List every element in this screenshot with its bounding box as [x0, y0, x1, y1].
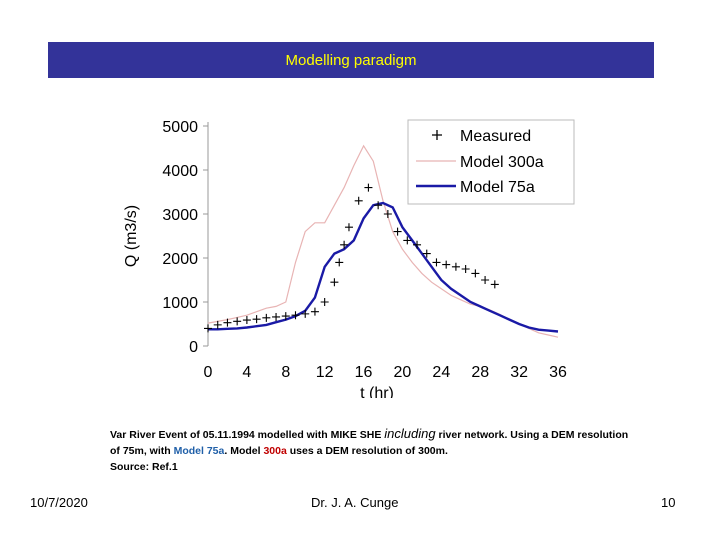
measured-point [213, 320, 222, 329]
caption-text-3: . Model [224, 445, 264, 457]
caption-text-4: uses a DEM resolution of 300m. [286, 445, 448, 457]
caption-source: Source: Ref.1 [110, 461, 178, 473]
x-tick-label: 36 [549, 364, 567, 381]
x-tick-label: 0 [204, 364, 213, 381]
caption-model-300a: 300a [263, 445, 287, 457]
slide-title-bar: Modelling paradigm [48, 42, 654, 78]
measured-point [461, 265, 470, 273]
measured-point [242, 316, 251, 325]
x-tick-label: 8 [281, 364, 290, 381]
measured-point [281, 312, 290, 321]
measured-point [262, 313, 271, 322]
footer-page-number: 10 [661, 495, 676, 510]
measured-point [330, 278, 339, 287]
measured-point [272, 312, 281, 321]
legend-marker-measured [432, 130, 442, 140]
measured-point [490, 280, 499, 289]
x-tick-label: 4 [242, 364, 251, 381]
y-tick-label: 1000 [162, 295, 198, 312]
legend-label-model-75a: Model 75a [460, 179, 535, 196]
measured-point [340, 240, 349, 249]
measured-point [320, 298, 329, 306]
y-tick-label: 2000 [162, 251, 198, 268]
measured-point [354, 196, 363, 205]
measured-point [422, 249, 431, 258]
y-tick-label: 5000 [162, 119, 198, 136]
caption-emphasis: including [384, 426, 436, 441]
measured-point [364, 183, 373, 192]
x-axis-label: t (hr) [360, 385, 394, 398]
measured-point [481, 276, 490, 284]
measured-point [442, 260, 451, 269]
measured-point [383, 210, 392, 218]
caption-text-2: river network. Using a DEM resolution of… [110, 429, 629, 457]
legend-label-measured: Measured [460, 128, 531, 145]
caption-text-1: Var River Event of 05.11.1994 modelled w… [110, 429, 385, 441]
legend-box [407, 119, 575, 205]
x-tick-label: 20 [394, 364, 412, 381]
x-tick-label: 12 [316, 364, 334, 381]
y-tick-label: 4000 [162, 163, 198, 180]
measured-point [233, 317, 242, 326]
caption-model-75a: Model 75a [173, 445, 225, 457]
series-line-model-75a [208, 201, 559, 333]
measured-point [291, 311, 300, 320]
y-tick-label: 0 [189, 339, 198, 356]
measured-point [471, 269, 480, 278]
measured-point [335, 258, 344, 267]
measured-point [204, 324, 212, 333]
measured-point [451, 262, 460, 271]
x-tick-label: 28 [471, 364, 489, 381]
measured-point [393, 227, 402, 236]
measured-point [374, 201, 383, 210]
measured-point [223, 318, 232, 327]
hydrograph-chart: 0 1000 2000 3000 4000 5000 0 4 8 12 16 20 24 28 32 36 t … [123, 119, 575, 398]
footer-author: Dr. J. A. Cunge [311, 495, 399, 510]
x-tick-label: 24 [432, 364, 450, 381]
figure-caption: Var River Event of 05.11.1994 modelled w… [110, 426, 630, 475]
measured-point [301, 309, 310, 318]
slide-title: Modelling paradigm [285, 51, 417, 69]
y-axis-label: Q (m3/s) [123, 205, 140, 267]
measured-point [310, 307, 319, 316]
measured-point [413, 240, 422, 249]
measured-point [252, 315, 261, 324]
x-tick-label: 16 [355, 364, 373, 381]
x-tick-label: 32 [510, 364, 528, 381]
legend-label-model-300a: Model 300a [460, 154, 544, 171]
footer-date: 10/7/2020 [30, 495, 88, 510]
measured-point [432, 258, 441, 267]
y-tick-label: 3000 [162, 207, 198, 224]
measured-point [344, 223, 353, 232]
measured-point [403, 236, 412, 245]
